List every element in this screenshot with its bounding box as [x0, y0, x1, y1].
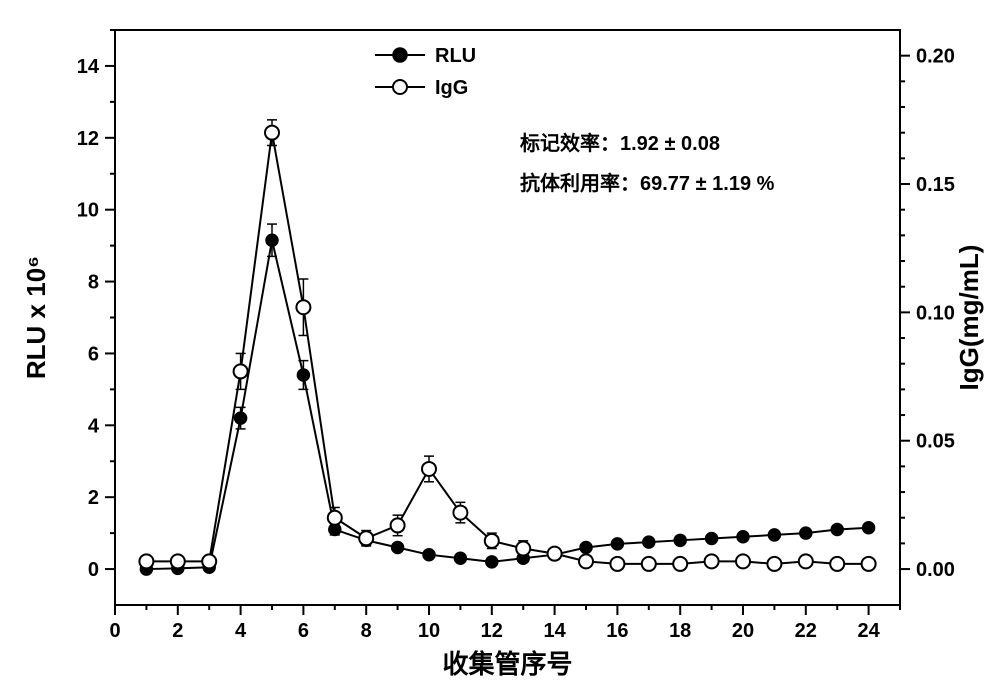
y-right-tick-label: 0.00 — [916, 559, 955, 581]
marker-RLU — [266, 234, 278, 246]
x-tick-label: 4 — [235, 620, 247, 642]
x-tick-label: 24 — [857, 620, 880, 642]
x-tick-label: 16 — [606, 620, 628, 642]
y-left-axis-title: RLU x 10⁶ — [21, 256, 51, 379]
marker-RLU — [643, 536, 655, 548]
marker-IgG — [171, 554, 185, 568]
y-left-tick-label: 0 — [88, 559, 99, 581]
y-left-tick-label: 8 — [88, 272, 99, 294]
y-left-tick-label: 12 — [77, 128, 99, 150]
y-right-tick-label: 0.05 — [916, 431, 955, 453]
series-line-IgG — [146, 133, 868, 564]
marker-IgG — [359, 531, 373, 545]
marker-IgG — [705, 554, 719, 568]
marker-IgG — [799, 554, 813, 568]
y-left-tick-label: 4 — [88, 415, 100, 437]
plot-frame — [115, 30, 900, 605]
marker-RLU — [454, 552, 466, 564]
chart-container: 024681012141618202224收集管序号02468101214RLU… — [0, 0, 1000, 691]
x-tick-label: 18 — [669, 620, 691, 642]
annotation-text: 标记效率：1.92 ± 0.08 — [520, 131, 720, 155]
x-tick-label: 12 — [481, 620, 503, 642]
marker-IgG — [485, 534, 499, 548]
y-right-axis-title: IgG(mg/mL) — [954, 245, 984, 391]
marker-IgG — [516, 542, 530, 556]
x-tick-label: 10 — [418, 620, 440, 642]
marker-RLU — [486, 556, 498, 568]
marker-IgG — [736, 554, 750, 568]
x-tick-label: 20 — [732, 620, 754, 642]
marker-IgG — [767, 557, 781, 571]
series-line-RLU — [146, 240, 868, 569]
legend-label: IgG — [435, 77, 468, 99]
marker-IgG — [234, 364, 248, 378]
x-tick-label: 14 — [543, 620, 566, 642]
marker-IgG — [391, 518, 405, 532]
legend-marker — [393, 48, 407, 62]
marker-IgG — [139, 554, 153, 568]
marker-IgG — [862, 557, 876, 571]
marker-RLU — [737, 531, 749, 543]
y-right-tick-label: 0.10 — [916, 302, 955, 324]
marker-IgG — [610, 557, 624, 571]
marker-RLU — [706, 533, 718, 545]
marker-IgG — [548, 547, 562, 561]
marker-IgG — [296, 300, 310, 314]
x-tick-label: 2 — [172, 620, 183, 642]
marker-IgG — [453, 506, 467, 520]
x-tick-label: 0 — [109, 620, 120, 642]
marker-IgG — [830, 557, 844, 571]
marker-RLU — [423, 549, 435, 561]
marker-IgG — [579, 554, 593, 568]
marker-RLU — [831, 524, 843, 536]
x-tick-label: 8 — [361, 620, 372, 642]
marker-IgG — [642, 557, 656, 571]
marker-IgG — [202, 554, 216, 568]
marker-RLU — [580, 542, 592, 554]
legend-label: RLU — [435, 45, 476, 67]
legend-marker — [393, 80, 407, 94]
marker-RLU — [863, 522, 875, 534]
y-right-tick-label: 0.15 — [916, 174, 955, 196]
y-left-tick-label: 2 — [88, 487, 99, 509]
marker-RLU — [235, 412, 247, 424]
marker-RLU — [297, 369, 309, 381]
x-axis-title: 收集管序号 — [442, 649, 572, 679]
y-right-tick-label: 0.20 — [916, 46, 955, 68]
marker-IgG — [422, 462, 436, 476]
marker-RLU — [674, 534, 686, 546]
marker-IgG — [265, 126, 279, 140]
marker-RLU — [611, 538, 623, 550]
x-tick-label: 6 — [298, 620, 309, 642]
marker-RLU — [800, 527, 812, 539]
annotation-text: 抗体利用率：69.77 ± 1.19 % — [520, 171, 775, 195]
marker-IgG — [673, 557, 687, 571]
y-left-tick-label: 6 — [88, 343, 99, 365]
marker-RLU — [768, 529, 780, 541]
y-left-tick-label: 10 — [77, 200, 99, 222]
marker-IgG — [328, 511, 342, 525]
y-left-tick-label: 14 — [77, 56, 100, 78]
dual-axis-line-chart: 024681012141618202224收集管序号02468101214RLU… — [0, 0, 1000, 691]
marker-RLU — [392, 542, 404, 554]
x-tick-label: 22 — [795, 620, 817, 642]
